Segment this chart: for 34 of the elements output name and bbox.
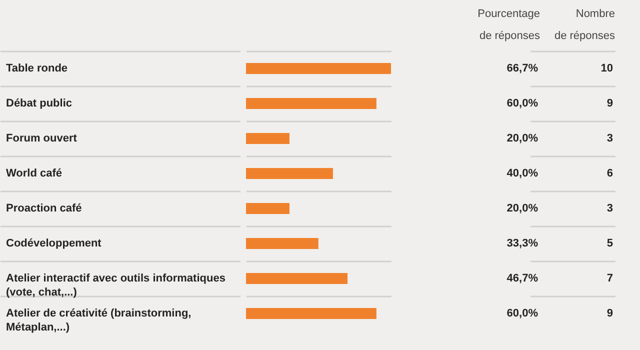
text: 7: [606, 272, 613, 284]
text: 5: [606, 238, 613, 250]
y-tick-label: Codéveloppement: [6, 238, 102, 250]
text: 6: [606, 168, 613, 180]
bar: [246, 133, 290, 144]
bar: [246, 98, 376, 109]
data-label: 20,0%: [506, 202, 538, 214]
data-label: 46,7%: [506, 272, 538, 284]
data-label: 60,0%: [506, 98, 538, 110]
text: 9: [606, 98, 613, 110]
data-label: 40,0%: [506, 168, 538, 180]
text: 10: [600, 62, 613, 74]
data-label: 33,3%: [506, 238, 538, 250]
text: 9: [606, 308, 613, 320]
text: 3: [606, 132, 613, 144]
y-tick-label: Forum ouvert: [6, 132, 78, 144]
y-tick-label: Atelier interactif avec outils informatiques (vote, chat,...): [6, 272, 226, 298]
bar: [246, 168, 333, 179]
y-tick-label: Proaction café: [6, 202, 82, 214]
data-label: 60,0%: [506, 308, 538, 320]
text: Pourcentage de réponses: [478, 8, 540, 42]
bar: [246, 308, 376, 319]
y-tick-label: World café: [6, 168, 62, 180]
text: Nombre de réponses: [554, 8, 616, 42]
data-label: 66,7%: [506, 62, 538, 74]
bar: [246, 203, 290, 214]
bar: [246, 273, 348, 284]
y-tick-label: Débat public: [6, 98, 72, 110]
text: 3: [606, 202, 613, 214]
y-tick-label: Table ronde: [6, 62, 68, 74]
bar: [246, 238, 318, 249]
y-tick-label: Atelier de créativité (brainstorming, Métaplan,...): [6, 308, 192, 334]
data-label: 20,0%: [506, 132, 538, 144]
bar: [246, 63, 391, 74]
